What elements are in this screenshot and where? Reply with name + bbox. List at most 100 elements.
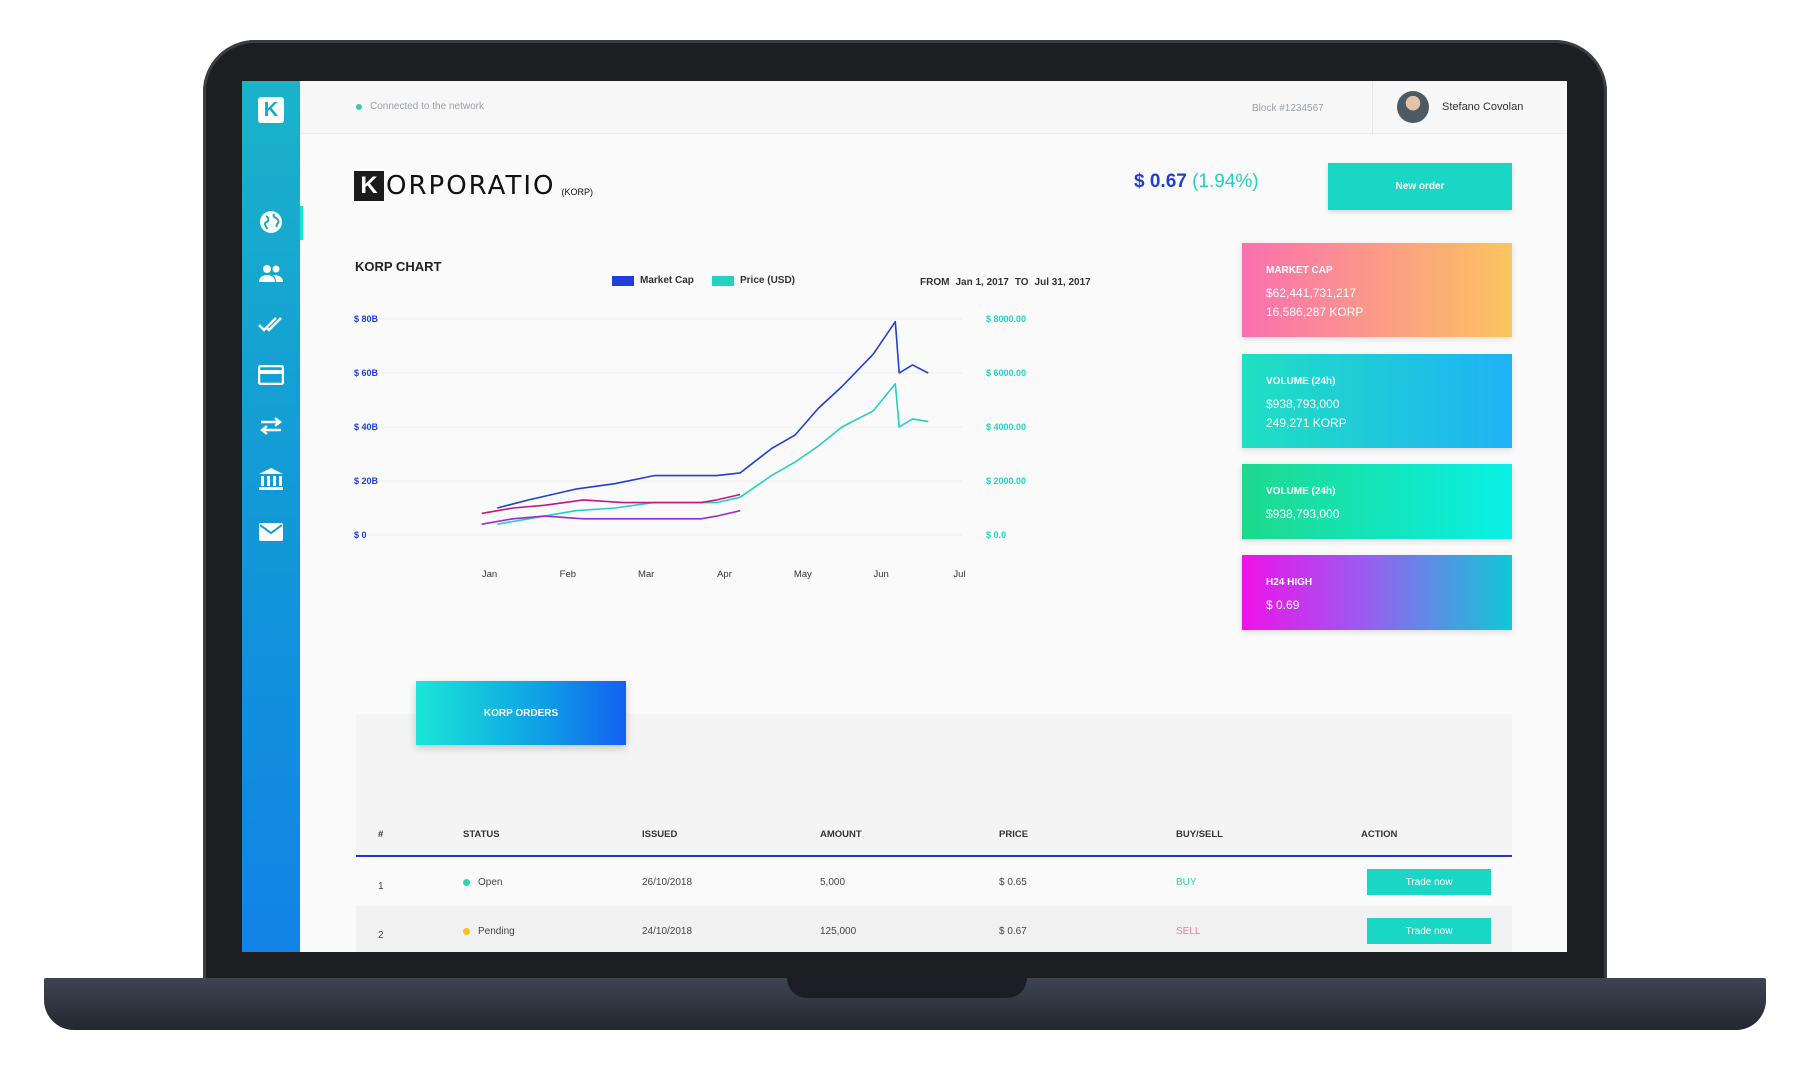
x-tick-label: Apr — [717, 569, 732, 580]
price-value: $ 0.67 — [1134, 171, 1187, 192]
user-divider — [1372, 81, 1373, 134]
app-logo[interactable]: K — [258, 97, 284, 123]
y-left-tick-label: $ 20B — [354, 476, 379, 486]
connection-status: Connected to the network — [356, 101, 484, 112]
credit-card-icon — [258, 365, 284, 385]
legend-swatch — [712, 275, 734, 286]
sidebar-item-users[interactable] — [242, 253, 300, 293]
card-value-secondary: 249,271 KORP — [1266, 416, 1347, 430]
users-icon — [259, 265, 283, 282]
to-date[interactable]: Jul 31, 2017 — [1034, 277, 1091, 288]
topbar: Connected to the network Block #1234567 … — [300, 81, 1567, 134]
sidebar-item-globe[interactable] — [242, 202, 303, 242]
row-status: Open — [463, 877, 502, 888]
column-header-issued[interactable]: ISSUED — [642, 829, 678, 840]
series-line — [481, 509, 741, 525]
trade-now-button[interactable]: Trade now — [1367, 869, 1491, 895]
row-amount: 125,000 — [820, 926, 857, 937]
x-tick-label: Jan — [482, 569, 497, 580]
mail-icon — [259, 523, 283, 541]
to-label: TO — [1014, 277, 1029, 288]
y-left-tick-label: $ 80B — [354, 314, 379, 324]
x-tick-label: May — [794, 569, 812, 580]
card-value: $938,793,000 — [1266, 397, 1340, 411]
column-header-amount[interactable]: AMOUNT — [820, 829, 862, 840]
row-side-buy: BUY — [1176, 877, 1197, 888]
volume-usd-card: VOLUME (24h) $938,793,000 — [1242, 464, 1512, 539]
column-header-buy-sell[interactable]: BUY/SELL — [1176, 829, 1223, 840]
sidebar-item-bank[interactable] — [242, 459, 300, 499]
table-row: 1 Open 26/10/2018 5,000 $ 0.65 BUY Trade… — [356, 857, 1512, 906]
card-value: $62,441,731,217 — [1266, 286, 1357, 300]
card-title: VOLUME (24h) — [1266, 376, 1336, 387]
legend-market-cap[interactable]: Market Cap — [612, 275, 694, 286]
transfer-arrows-icon — [260, 417, 282, 435]
brand-ticker: (KORP) — [561, 187, 593, 197]
column-header-price[interactable]: PRICE — [999, 829, 1029, 840]
open-status-dot-icon — [463, 878, 470, 886]
legend-price[interactable]: Price (USD) — [712, 275, 795, 286]
laptop-notch — [787, 978, 1027, 998]
globe-icon — [260, 211, 282, 233]
column-header-status[interactable]: STATUS — [463, 829, 500, 840]
trade-now-button[interactable]: Trade now — [1367, 918, 1491, 944]
double-check-icon — [258, 317, 282, 332]
pending-status-dot-icon — [463, 927, 470, 935]
app-screen: K — [242, 81, 1567, 952]
card-value: $ 0.69 — [1266, 598, 1300, 612]
from-label: FROM — [920, 277, 950, 288]
h24-high-card: H24 HIGH $ 0.69 — [1242, 555, 1512, 630]
connection-status-text: Connected to the network — [370, 101, 484, 112]
korp-orders-tab[interactable]: KORP ORDERS — [416, 681, 626, 745]
sidebar-item-messages[interactable] — [242, 512, 300, 552]
y-right-tick-label: $ 0.0 — [986, 530, 1006, 540]
row-issued: 24/10/2018 — [642, 926, 693, 937]
series-line — [497, 320, 929, 509]
y-left-tick-label: $ 40B — [354, 422, 379, 432]
user-name[interactable]: Stefano Covolan — [1442, 101, 1524, 113]
row-status: Pending — [463, 926, 515, 937]
y-right-tick-label: $ 2000.00 — [986, 476, 1026, 486]
bank-icon — [259, 468, 283, 490]
y-right-tick-label: $ 6000.00 — [986, 368, 1026, 378]
card-value: $938,793,000 — [1266, 507, 1340, 521]
price-change: (1.94%) — [1192, 171, 1259, 192]
date-range: FROM Jan 1, 2017 TO Jul 31, 2017 — [920, 277, 1091, 288]
from-date[interactable]: Jan 1, 2017 — [955, 277, 1009, 288]
sidebar-item-payments[interactable] — [242, 355, 300, 395]
y-left-tick-label: $ 60B — [354, 368, 379, 378]
legend-swatch — [612, 275, 634, 286]
card-value-secondary: 16,586,287 KORP — [1266, 305, 1364, 319]
avatar[interactable] — [1397, 91, 1429, 123]
x-tick-label: Mar — [638, 569, 654, 580]
card-title: VOLUME (24h) — [1266, 486, 1336, 497]
current-price: $ 0.67 (1.94%) — [1134, 171, 1259, 193]
sidebar: K — [242, 81, 303, 952]
legend-label: Market Cap — [640, 275, 694, 286]
connection-dot-icon — [356, 103, 362, 110]
legend-label: Price (USD) — [740, 275, 796, 286]
brand-logo: K ORPORATIO (KORP) — [354, 171, 593, 201]
brand-name: ORPORATIO — [386, 171, 556, 201]
series-line — [497, 383, 929, 525]
new-order-button[interactable]: New order — [1328, 163, 1512, 210]
volume-korp-card: VOLUME (24h) $938,793,000 249,271 KORP — [1242, 354, 1512, 448]
card-title: MARKET CAP — [1266, 265, 1333, 276]
status-text: Pending — [478, 926, 515, 937]
row-price: $ 0.67 — [999, 926, 1027, 937]
y-right-tick-label: $ 4000.00 — [986, 422, 1026, 432]
column-header-action: ACTION — [1361, 829, 1398, 840]
sidebar-item-approvals[interactable] — [242, 304, 300, 344]
row-number: 2 — [378, 930, 384, 941]
sidebar-item-transfers[interactable] — [242, 406, 300, 446]
row-amount: 5,000 — [820, 877, 846, 888]
y-right-tick-label: $ 8000.00 — [986, 314, 1026, 324]
row-number: 1 — [378, 881, 384, 892]
korp-chart: $ 0 $ 0.0 $ 20B $ 2000.00 $ 40B $ 4000.00 $ 60… — [352, 314, 1026, 580]
x-tick-label: Jul — [953, 569, 965, 580]
row-issued: 26/10/2018 — [642, 877, 693, 888]
market-cap-card: MARKET CAP $62,441,731,217 16,586,287 KO… — [1242, 243, 1512, 337]
table-row: 2 Pending 24/10/2018 125,000 $ 0.67 SELL… — [356, 906, 1512, 952]
table-header-divider — [356, 855, 1512, 857]
